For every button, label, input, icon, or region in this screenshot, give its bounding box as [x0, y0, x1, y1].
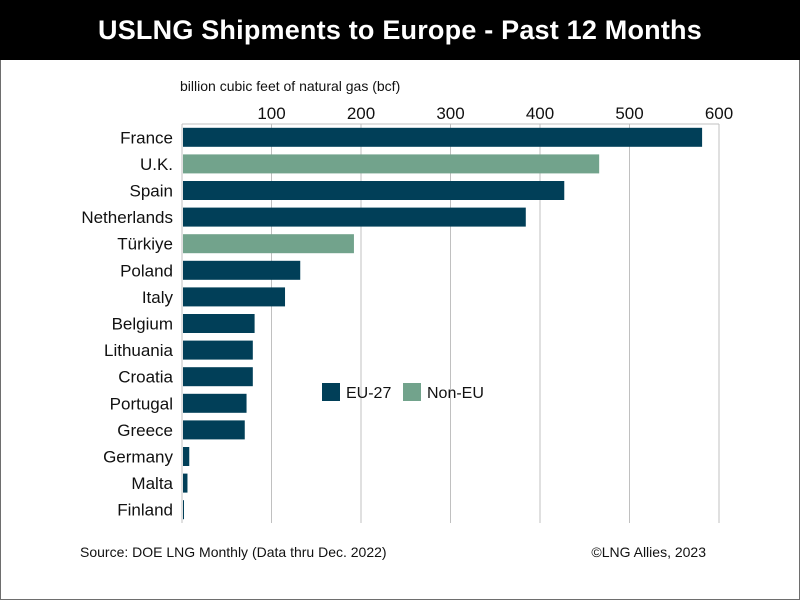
source-note: Source: DOE LNG Monthly (Data thru Dec. … — [80, 544, 387, 560]
legend-label: Non-EU — [427, 385, 484, 402]
category-label: Croatia — [118, 368, 173, 387]
category-labels: France U.K. Spain Netherlands Türkiye Poland I… — [81, 128, 173, 519]
legend-swatch-non-eu — [403, 383, 421, 401]
bar-netherlands — [183, 207, 526, 227]
bar-italy — [183, 287, 286, 307]
bar-belgium — [183, 314, 255, 333]
bar-france — [183, 127, 703, 147]
category-label: Türkiye — [117, 235, 173, 254]
bar-croatia — [183, 367, 253, 387]
legend-swatch-eu-27 — [322, 383, 340, 401]
category-label: U.K. — [140, 155, 173, 174]
bar-finland — [183, 500, 184, 520]
category-label: Netherlands — [81, 208, 173, 227]
x-tick-label: 200 — [347, 104, 375, 123]
category-label: Poland — [120, 261, 173, 280]
x-tick-label: 500 — [615, 104, 643, 123]
x-tick-label: 300 — [436, 104, 464, 123]
category-label: Spain — [130, 182, 173, 201]
bar-spain — [183, 181, 565, 200]
category-label: Portugal — [110, 394, 173, 413]
x-tick-label: 400 — [526, 104, 554, 123]
x-axis-label: billion cubic feet of natural gas (bcf) — [180, 78, 401, 94]
bar-lithuania — [183, 340, 253, 360]
copyright-note: ©LNG Allies, 2023 — [591, 544, 706, 560]
x-tick-label: 600 — [705, 104, 733, 123]
category-label: Greece — [117, 421, 173, 440]
x-tick-label: 100 — [257, 104, 285, 123]
bar-u-k- — [183, 154, 600, 174]
x-axis-ticks: 100 200 300 400 500 600 — [257, 104, 733, 123]
bar-t-rkiye — [183, 234, 354, 254]
bar-germany — [183, 447, 190, 466]
category-label: Lithuania — [104, 341, 174, 360]
bar-portugal — [183, 393, 247, 413]
category-label: Malta — [131, 474, 173, 493]
bar-greece — [183, 420, 245, 440]
category-label: Germany — [103, 448, 173, 467]
chart-title: USLNG Shipments to Europe - Past 12 Mont… — [0, 0, 800, 60]
bars — [183, 127, 703, 520]
legend: EU-27 Non-EU — [322, 383, 484, 402]
bar-poland — [183, 260, 301, 280]
category-label: France — [120, 128, 173, 147]
category-label: Belgium — [112, 315, 173, 334]
legend-label: EU-27 — [346, 385, 391, 402]
category-label: Finland — [117, 501, 173, 520]
category-label: Italy — [142, 288, 174, 307]
bar-malta — [183, 473, 188, 493]
